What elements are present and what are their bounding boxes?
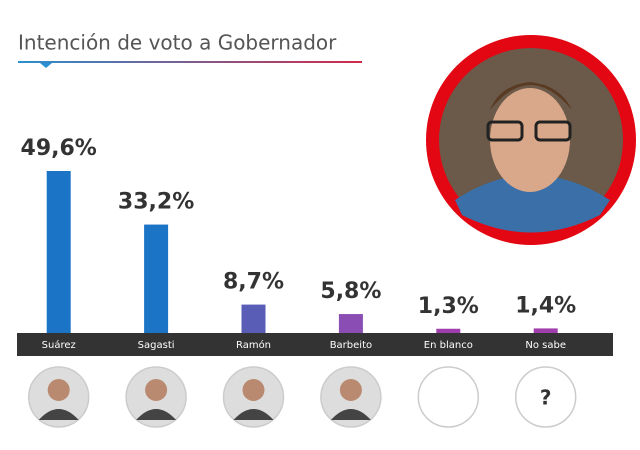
category-band [17, 333, 613, 356]
bar [46, 171, 71, 333]
x-tick-label: No sabe [525, 340, 566, 351]
value-label: 5,8% [320, 279, 381, 304]
bar [338, 314, 363, 333]
photo-head [47, 379, 70, 401]
photo-body [38, 409, 79, 420]
candidate-photo [514, 366, 577, 428]
photo-body [233, 409, 274, 420]
photo-body [136, 409, 177, 420]
x-tick-label: Suárez [42, 339, 76, 351]
photo-body [330, 409, 371, 420]
x-tick-label: Barbeito [330, 340, 372, 351]
bar [241, 304, 266, 333]
value-label: 1,4% [515, 293, 576, 318]
x-tick-label: Ramón [236, 339, 271, 351]
x-tick-label: Sagasti [138, 340, 175, 351]
featured-photo [426, 35, 636, 245]
title-underline [18, 61, 362, 63]
photo-head [242, 379, 265, 401]
value-label: 49,6% [21, 136, 97, 161]
photo-head [145, 379, 168, 401]
bar [144, 224, 169, 333]
x-tick-label: En blanco [424, 340, 473, 351]
candidate-photo [417, 366, 480, 428]
value-label: 1,3% [418, 294, 479, 319]
photo-head [339, 379, 362, 401]
unknown-mark: ? [540, 386, 552, 410]
title-notch [40, 63, 52, 68]
value-label: 8,7% [223, 270, 284, 295]
chart-title: Intención de voto a Gobernador [18, 31, 337, 55]
bar [436, 328, 461, 333]
bar [533, 328, 558, 333]
value-label: 33,2% [118, 190, 194, 215]
